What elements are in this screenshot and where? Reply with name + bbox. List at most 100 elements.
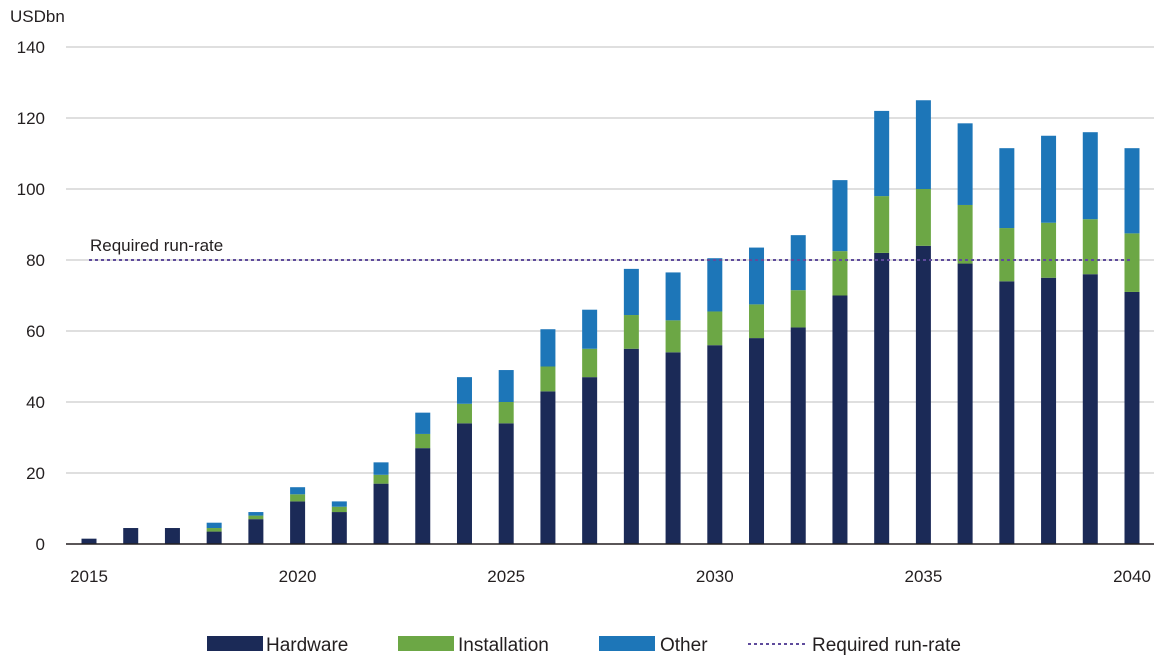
bar-segment-hardware	[123, 528, 139, 544]
x-tick-label: 2015	[70, 567, 108, 586]
bar-segment-hardware	[456, 423, 472, 544]
y-tick-label: 60	[26, 322, 45, 341]
bar-segment-hardware	[164, 528, 180, 544]
bar-segment-other	[290, 487, 306, 495]
bar-segment-other	[248, 512, 264, 516]
bar-segment-other	[874, 110, 890, 197]
bar-segment-other	[331, 501, 347, 507]
bar-segment-installation	[456, 403, 472, 424]
bar-segment-hardware	[415, 448, 431, 544]
bar-segment-hardware	[707, 345, 723, 544]
bar-segment-installation	[832, 251, 848, 296]
bar-segment-installation	[290, 494, 306, 502]
bar-segment-hardware	[749, 338, 765, 544]
bar-segment-other	[206, 522, 222, 529]
bar-segment-installation	[498, 402, 514, 424]
y-tick-label: 20	[26, 464, 45, 483]
x-tick-label: 2040	[1113, 567, 1151, 586]
bar-segment-installation	[874, 196, 890, 253]
bar-segment-hardware	[1082, 274, 1098, 544]
x-tick-label: 2020	[279, 567, 317, 586]
bar-segment-hardware	[498, 423, 514, 544]
bar-segment-other	[1041, 135, 1057, 223]
bar-segment-hardware	[874, 252, 890, 544]
x-tick-label: 2025	[487, 567, 525, 586]
x-tick-label: 2035	[904, 567, 942, 586]
bar-segment-hardware	[248, 519, 264, 544]
bar-segment-installation	[623, 315, 639, 349]
bar-segment-other	[707, 258, 723, 312]
bar-segment-installation	[957, 204, 973, 264]
y-tick-label: 120	[17, 109, 45, 128]
bar-segment-other	[915, 100, 931, 189]
bar-segment-hardware	[957, 263, 973, 544]
x-tick-label: 2030	[696, 567, 734, 586]
bar-segment-installation	[707, 311, 723, 346]
bar-segment-other	[373, 462, 389, 475]
bar-segment-other	[749, 247, 765, 305]
required-run-rate-label: Required run-rate	[90, 236, 223, 255]
bar-segment-hardware	[582, 377, 598, 544]
bar-segment-other	[999, 148, 1015, 229]
reference-line-group: Required run-rate	[89, 236, 1132, 261]
bar-segment-other	[456, 377, 472, 404]
bar-segment-installation	[999, 228, 1015, 282]
bar-segment-hardware	[1041, 277, 1057, 544]
bar-segment-other	[790, 235, 806, 291]
bar-segment-installation	[248, 515, 264, 520]
bar-segment-installation	[540, 366, 556, 392]
bar-segment-installation	[1124, 233, 1140, 292]
bar-segment-installation	[915, 189, 931, 246]
bar-segment-hardware	[81, 538, 97, 544]
y-tick-label: 80	[26, 251, 45, 270]
y-axis-unit-label: USDbn	[10, 7, 65, 26]
bar-segment-hardware	[915, 245, 931, 545]
y-tick-label: 40	[26, 393, 45, 412]
bar-segment-hardware	[540, 391, 556, 544]
bar-segment-installation	[749, 304, 765, 339]
bar-segment-hardware	[999, 281, 1015, 544]
legend-label-required-run-rate: Required run-rate	[812, 635, 961, 656]
legend-swatch-hardware	[207, 636, 263, 651]
legend-swatch-other	[599, 636, 655, 651]
bar-segment-hardware	[623, 348, 639, 544]
bar-segment-other	[1124, 148, 1140, 234]
bar-segment-installation	[373, 474, 389, 484]
bar-segment-hardware	[206, 531, 222, 544]
bar-segment-installation	[1082, 219, 1098, 275]
bar-segment-hardware	[665, 352, 681, 544]
bar-segment-other	[498, 370, 514, 402]
bar-segment-installation	[665, 320, 681, 353]
bar-segment-installation	[415, 433, 431, 449]
bars	[81, 100, 1140, 545]
bar-segment-other	[957, 123, 973, 205]
bar-segment-installation	[206, 528, 222, 532]
legend-label-hardware: Hardware	[266, 635, 348, 656]
bar-segment-installation	[1041, 222, 1057, 278]
bar-segment-other	[540, 329, 556, 367]
bar-segment-other	[623, 268, 639, 316]
legend-swatch-installation	[398, 636, 454, 651]
bar-segment-installation	[790, 290, 806, 328]
bar-segment-other	[582, 309, 598, 349]
bar-segment-other	[832, 180, 848, 252]
bar-segment-hardware	[790, 327, 806, 544]
bar-segment-other	[665, 272, 681, 321]
legend-label-other: Other	[660, 635, 708, 656]
legend-label-installation: Installation	[458, 635, 549, 656]
y-tick-label: 0	[36, 535, 45, 554]
y-tick-label: 100	[17, 180, 45, 199]
bar-segment-hardware	[1124, 291, 1140, 544]
bar-segment-hardware	[832, 295, 848, 544]
bar-segment-hardware	[290, 501, 306, 544]
legend: Hardware Installation Other Required run-ra…	[207, 635, 961, 656]
y-tick-label: 140	[17, 38, 45, 57]
bar-segment-installation	[582, 348, 598, 378]
bar-segment-hardware	[373, 483, 389, 544]
bar-segment-other	[1082, 132, 1098, 220]
bar-segment-hardware	[331, 512, 347, 544]
bar-segment-installation	[331, 506, 347, 513]
